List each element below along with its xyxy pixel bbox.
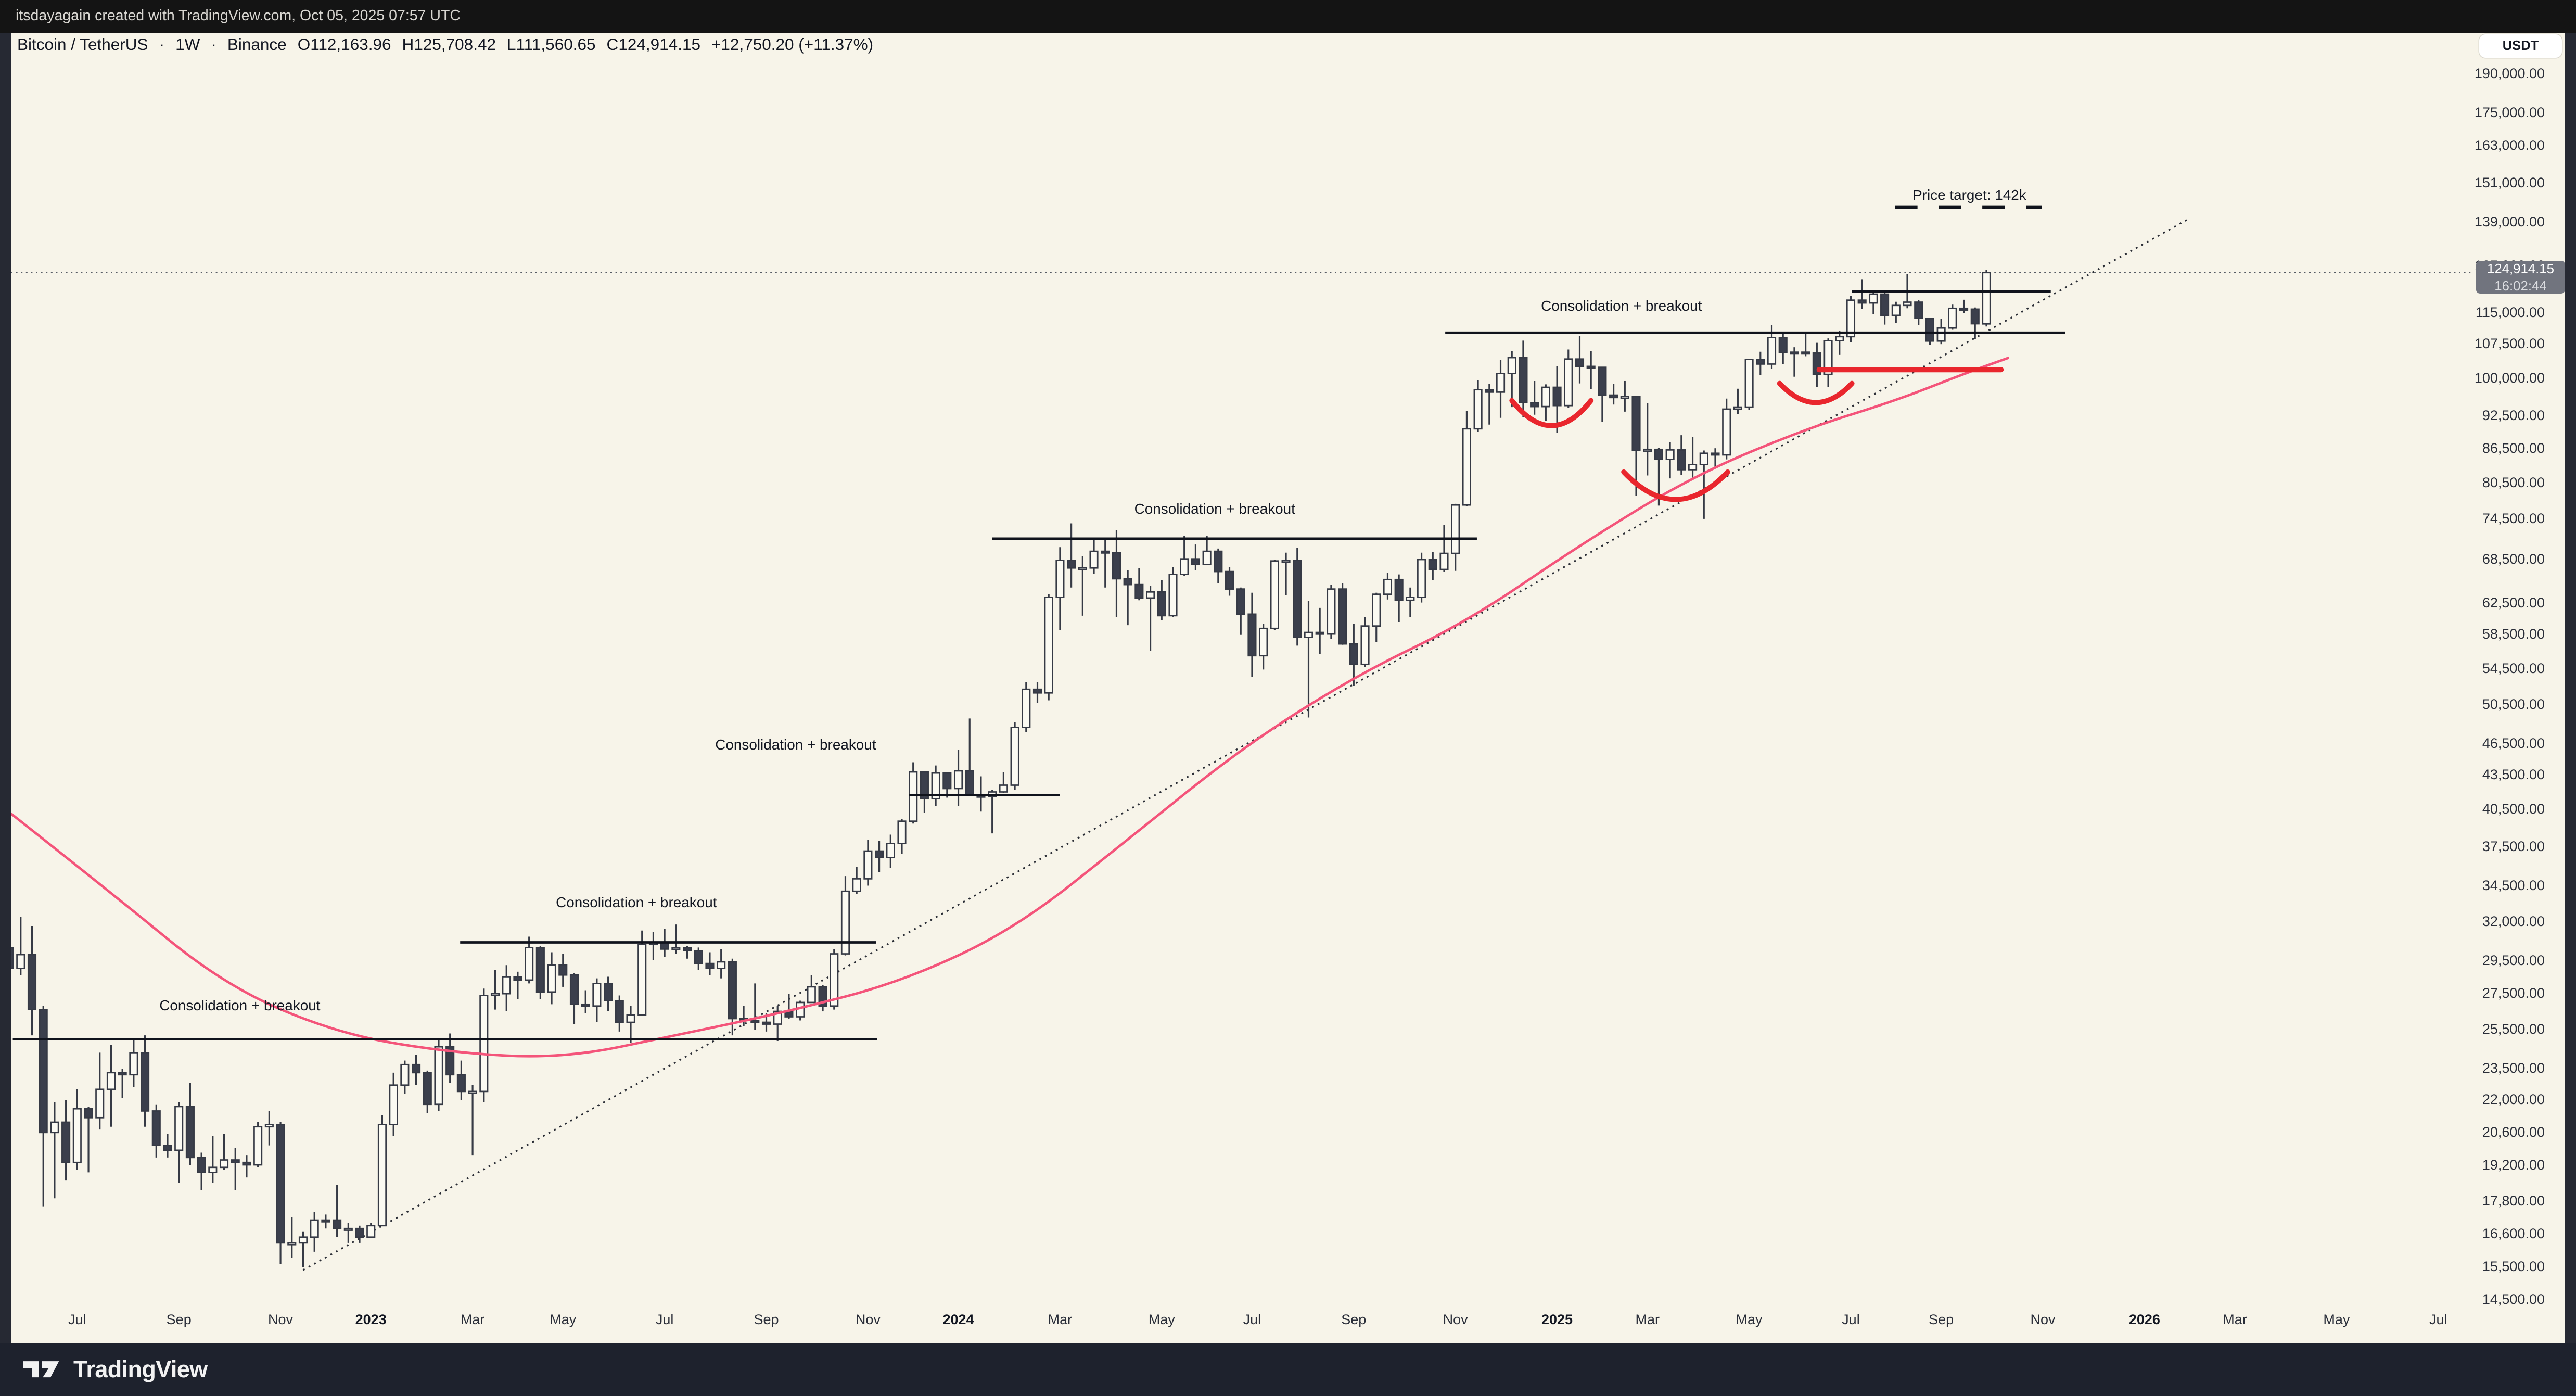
price-axis-label: 25,500.00 bbox=[2482, 1022, 2545, 1038]
price-axis-label: 107,500.00 bbox=[2474, 336, 2545, 352]
price-axis-label: 62,500.00 bbox=[2482, 594, 2545, 611]
price-axis-label: 20,600.00 bbox=[2482, 1123, 2545, 1139]
time-axis-month-label: Nov bbox=[268, 1312, 294, 1327]
price-axis-label: 19,200.00 bbox=[2482, 1157, 2545, 1173]
time-axis-month-label: Mar bbox=[1048, 1312, 1073, 1327]
price-axis-label: 68,500.00 bbox=[2482, 551, 2545, 567]
price-axis[interactable]: 190,000.00 175,000.00 163,000.00 151,000.00… bbox=[2471, 33, 2565, 1310]
time-axis-month-label: Nov bbox=[1443, 1312, 1468, 1327]
price-axis-label: 14,500.00 bbox=[2482, 1291, 2545, 1307]
exchange-label: Binance bbox=[227, 36, 287, 55]
price-axis-label: 86,500.00 bbox=[2482, 440, 2545, 456]
price-axis-label: 50,500.00 bbox=[2482, 696, 2545, 712]
symbol-title: Bitcoin / TetherUS bbox=[17, 36, 148, 55]
price-axis-label: 163,000.00 bbox=[2474, 138, 2545, 154]
time-axis-month-label: Jul bbox=[655, 1312, 674, 1327]
price-axis-label: 16,600.00 bbox=[2482, 1226, 2545, 1242]
interval-label: 1W bbox=[175, 36, 200, 55]
price-axis-label: 34,500.00 bbox=[2482, 878, 2545, 894]
price-axis-label: 23,500.00 bbox=[2482, 1060, 2545, 1076]
price-axis-label: 15,500.00 bbox=[2482, 1259, 2545, 1275]
price-axis-label: 32,000.00 bbox=[2482, 913, 2545, 930]
close-value: C124,914.15 bbox=[606, 36, 701, 55]
price-axis-label: 151,000.00 bbox=[2474, 174, 2545, 191]
time-axis-year-label: 2025 bbox=[1541, 1312, 1573, 1327]
currency-toggle-button[interactable]: USDT bbox=[2479, 34, 2562, 57]
time-axis-year-label: 2023 bbox=[355, 1312, 387, 1327]
price-axis-label: 139,000.00 bbox=[2474, 213, 2545, 230]
time-axis-month-label: Nov bbox=[2030, 1312, 2056, 1327]
time-axis-month-label: Nov bbox=[855, 1312, 881, 1327]
red-arc-markers[interactable] bbox=[1509, 380, 1855, 502]
change-value: +12,750.20 (+11.37%) bbox=[711, 36, 874, 55]
time-axis-month-label: May bbox=[1148, 1312, 1175, 1327]
time-axis-month-label: Jul bbox=[2429, 1312, 2447, 1327]
time-axis-month-label: Sep bbox=[166, 1312, 192, 1327]
right-border-strip bbox=[2565, 33, 2576, 1343]
support-resistance-lines[interactable] bbox=[12, 290, 2065, 1040]
price-axis-label: 100,000.00 bbox=[2474, 371, 2545, 387]
time-axis-month-label: May bbox=[2323, 1312, 2350, 1327]
time-axis-month-label: Mar bbox=[460, 1312, 485, 1327]
price-axis-label: 115,000.00 bbox=[2475, 304, 2545, 320]
time-axis-month-label: Sep bbox=[754, 1312, 779, 1327]
time-axis-month-label: Jul bbox=[1842, 1312, 1860, 1327]
time-axis-month-label: May bbox=[550, 1312, 577, 1327]
candlestick-series bbox=[5, 269, 1991, 1267]
ma-line[interactable] bbox=[0, 356, 2010, 1058]
price-axis-label: 58,500.00 bbox=[2482, 626, 2545, 642]
price-axis-label: 54,500.00 bbox=[2482, 659, 2545, 676]
time-axis-month-label: Jul bbox=[68, 1312, 86, 1327]
time-axis[interactable]: Jul Sep Nov 2023 Mar May Jul Sep Nov 2024 Mar May Ju… bbox=[11, 1301, 2471, 1343]
price-axis-label: 22,000.00 bbox=[2482, 1092, 2545, 1108]
time-axis-month-label: Jul bbox=[1243, 1312, 1261, 1327]
watermark-text: itsdayagain created with TradingView.com… bbox=[16, 8, 461, 25]
time-axis-month-label: Sep bbox=[1341, 1312, 1367, 1327]
footer-bar: TradingView bbox=[0, 1343, 2576, 1396]
chart-canvas[interactable] bbox=[0, 33, 2576, 1343]
current-price-label: 124,914.15 16:02:44 bbox=[2476, 261, 2565, 294]
tradingview-logo-icon[interactable] bbox=[23, 1360, 61, 1380]
time-axis-year-label: 2024 bbox=[942, 1312, 974, 1327]
current-price-value: 124,914.15 bbox=[2486, 261, 2554, 276]
left-border-strip bbox=[0, 33, 11, 1343]
price-axis-label: 27,500.00 bbox=[2482, 986, 2545, 1002]
tradingview-brand-text[interactable]: TradingView bbox=[73, 1356, 208, 1383]
time-axis-month-label: Mar bbox=[2223, 1312, 2247, 1327]
separator: · bbox=[159, 36, 165, 55]
price-axis-label: 40,500.00 bbox=[2482, 801, 2545, 817]
price-axis-label: 92,500.00 bbox=[2482, 408, 2545, 424]
price-axis-label: 29,500.00 bbox=[2482, 952, 2545, 968]
price-axis-label: 17,800.00 bbox=[2482, 1193, 2545, 1209]
separator: · bbox=[211, 36, 216, 55]
low-value: L111,560.65 bbox=[507, 36, 596, 55]
time-axis-month-label: May bbox=[1736, 1312, 1763, 1327]
price-axis-label: 175,000.00 bbox=[2474, 104, 2545, 120]
open-value: O112,163.96 bbox=[297, 36, 391, 55]
bar-close-countdown: 16:02:44 bbox=[2494, 277, 2547, 293]
price-axis-label: 190,000.00 bbox=[2474, 65, 2545, 81]
price-axis-label: 80,500.00 bbox=[2482, 474, 2545, 490]
time-axis-month-label: Mar bbox=[1635, 1312, 1660, 1327]
high-value: H125,708.42 bbox=[402, 36, 496, 55]
symbol-info-row[interactable]: Bitcoin / TetherUS · 1W · Binance O112,1… bbox=[17, 34, 873, 56]
price-axis-label: 43,500.00 bbox=[2482, 767, 2545, 783]
time-axis-year-label: 2026 bbox=[2128, 1312, 2160, 1327]
watermark-bar: itsdayagain created with TradingView.com… bbox=[0, 0, 2576, 33]
time-axis-month-label: Sep bbox=[1929, 1312, 1954, 1327]
trendline[interactable] bbox=[302, 217, 2190, 1271]
price-axis-label: 37,500.00 bbox=[2482, 838, 2545, 854]
price-axis-label: 46,500.00 bbox=[2482, 735, 2545, 752]
price-axis-label: 74,500.00 bbox=[2482, 511, 2545, 527]
